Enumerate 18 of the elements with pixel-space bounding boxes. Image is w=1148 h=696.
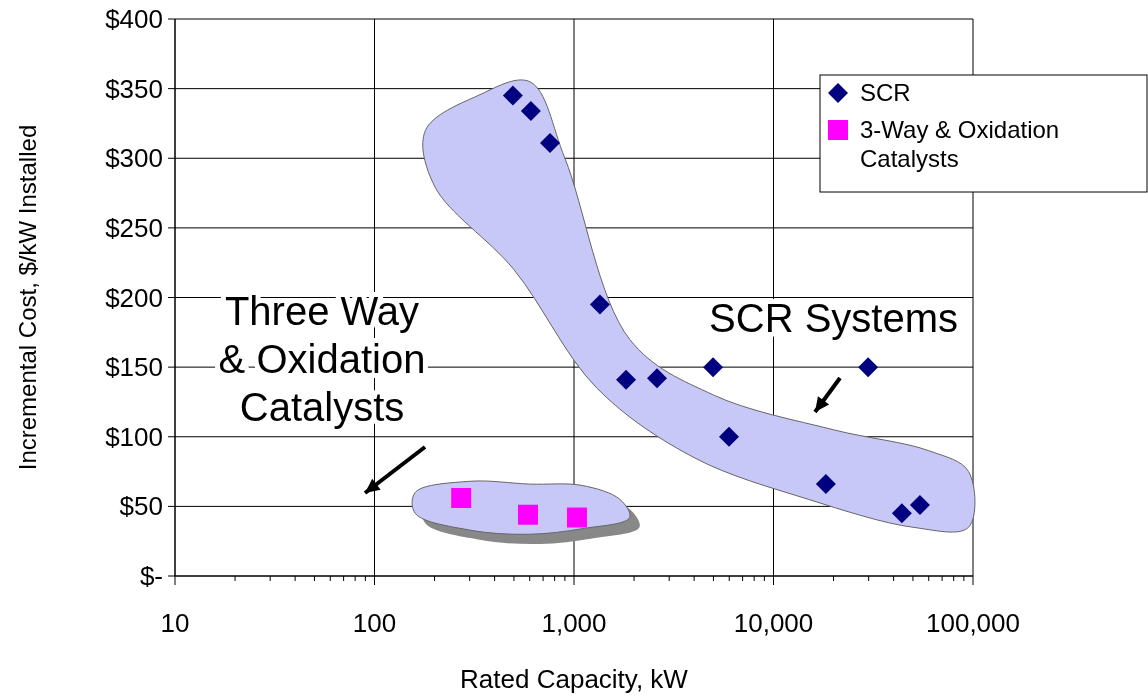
y-tick-label: $200 <box>105 282 163 313</box>
x-tick-label: 1,000 <box>541 608 607 638</box>
y-tick-label: $250 <box>105 212 163 243</box>
x-axis-title: Rated Capacity, kW <box>460 664 689 694</box>
y-tick-label: $150 <box>105 352 163 383</box>
y-tick-label: $350 <box>105 73 163 104</box>
y-tick-label: $300 <box>105 143 163 174</box>
legend-label: SCR <box>860 79 911 106</box>
x-tick-label: 10,000 <box>733 608 814 638</box>
y-axis-title: Incremental Cost, $/kW Installed <box>14 124 41 471</box>
y-tick-label: $400 <box>105 4 163 34</box>
x-tick-label: 100,000 <box>926 608 1020 638</box>
y-tick-label: $- <box>139 561 163 591</box>
legend-label: 3-Way & Oxidation Catalysts <box>860 116 1060 172</box>
y-tick-label: $100 <box>105 421 163 452</box>
x-tick-label: 10 <box>160 608 190 638</box>
y-tick-label: $50 <box>119 491 163 522</box>
x-tick-label: 100 <box>352 608 397 638</box>
